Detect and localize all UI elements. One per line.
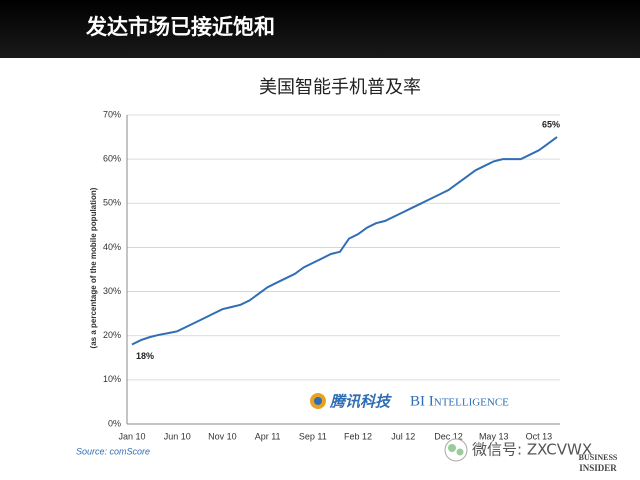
y-tick-label: 10%	[103, 374, 121, 384]
x-tick-label: Apr 11	[255, 431, 281, 441]
watermark: 微信号: ZXCVWX	[444, 438, 592, 462]
line	[131, 136, 558, 346]
x-tick-label: Dec 12	[434, 431, 463, 441]
chart-title: 美国智能手机普及率	[259, 77, 421, 98]
logo-bi: 腾讯科技 BI Intelligence	[310, 393, 509, 411]
data-label: 18%	[136, 351, 154, 361]
x-tick-label: Oct 13	[526, 431, 553, 441]
x-tick-label: Jul 12	[391, 431, 415, 441]
x-tick-label: Nov 10	[208, 431, 237, 441]
watermark-text: 微信号: ZXCVWX	[472, 441, 592, 459]
business-insider: Insider	[579, 463, 617, 473]
data-label: 65%	[542, 119, 560, 129]
logo-icon	[314, 397, 322, 405]
y-tick-label: 50%	[103, 198, 121, 208]
x-tick-label: Sep 11	[299, 431, 327, 441]
x-tick-label: Feb 12	[344, 431, 372, 441]
x-tick-label: Jun 10	[164, 431, 191, 441]
tencent-logo: 腾讯科技	[329, 393, 392, 411]
y-tick-label: 20%	[103, 330, 121, 340]
x-tick-label: Jan 10	[118, 431, 145, 441]
wechat-icon	[456, 448, 464, 456]
wechat-icon	[448, 444, 456, 452]
wechat-icon	[444, 438, 468, 462]
y-tick-label: 60%	[103, 154, 121, 164]
y-axis-label: (as a percentage of the mobile populatio…	[89, 187, 98, 348]
y-tick-label: 0%	[108, 418, 121, 428]
source: Source: comScore	[76, 446, 150, 456]
y-tick-label: 30%	[103, 286, 121, 296]
x-tick-label: May 13	[479, 431, 509, 441]
y-tick-label: 70%	[103, 109, 121, 119]
business-insider: Business	[579, 453, 618, 462]
heading: 发达市场已接近饱和	[85, 15, 275, 39]
bi-logo: BI Intelligence	[410, 393, 509, 409]
header-band	[0, 0, 640, 58]
y-tick-label: 40%	[103, 242, 121, 252]
